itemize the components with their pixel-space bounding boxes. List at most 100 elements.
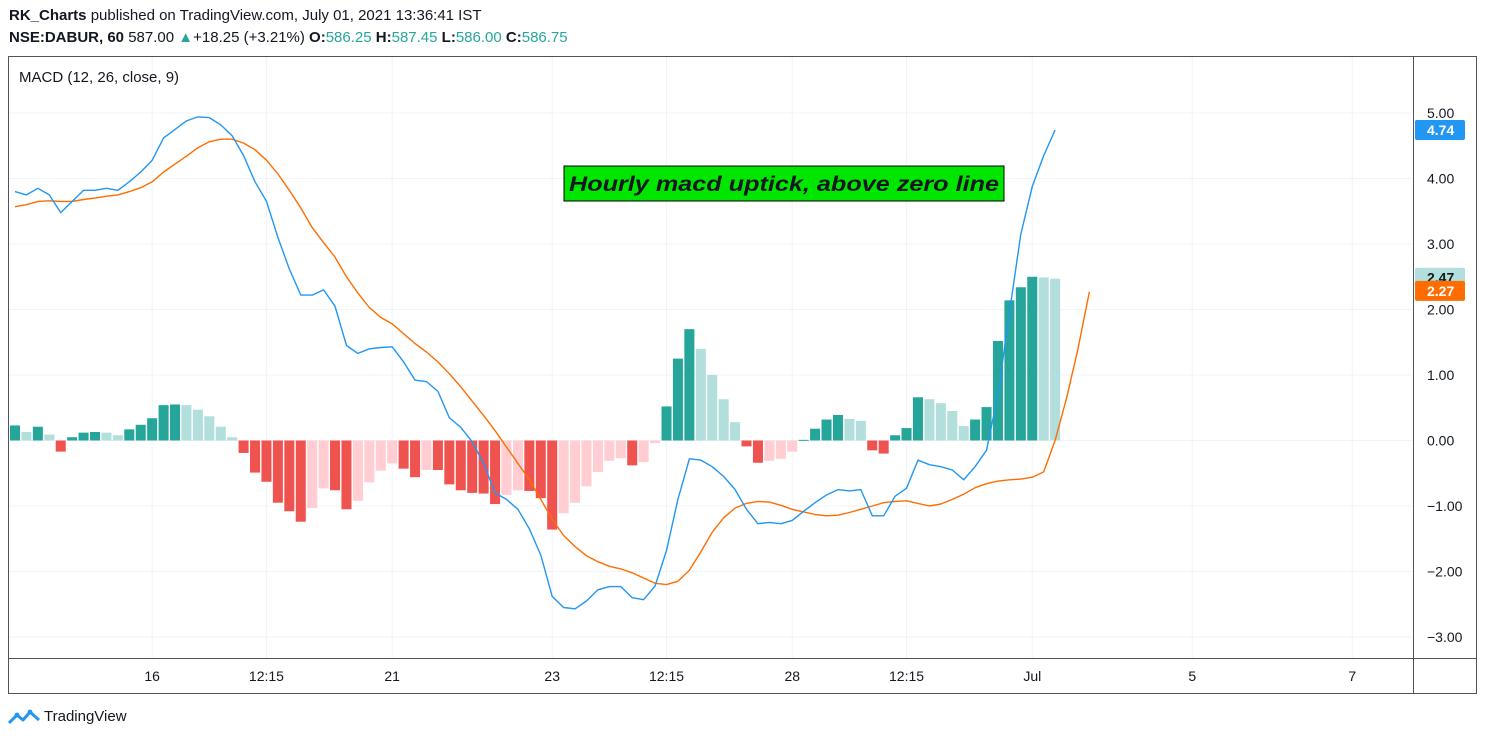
time-axis[interactable]: 16 12:15 21 23 12:15 28 12:15 Jul 5 7 [144,668,1356,684]
publisher-name[interactable]: RK_Charts [9,7,87,24]
histogram-bar [318,440,329,489]
annotation-box[interactable]: Hourly macd uptick, above zero line [563,165,1005,202]
histogram-bar [204,416,215,441]
last-price: 587.00 [128,29,175,46]
histogram-bar [9,425,21,441]
histogram-bar [512,440,523,491]
histogram-bar [764,440,775,461]
x-tick-label: 16 [144,668,160,684]
x-tick-label: 21 [384,668,400,684]
histogram-bar [284,440,295,512]
close-value: 586.75 [521,29,568,46]
histogram-bar [730,422,741,441]
macd-line [14,116,1056,610]
histogram-bar [341,440,352,510]
histogram-bar [924,399,935,441]
histogram-bar [547,440,558,530]
price-label-text: 2.27 [1427,283,1454,299]
symbol-info: NSE:DABUR, 60 587.00 ▲+18.25 (+3.21%) O:… [9,29,568,46]
histogram-bar [752,440,763,463]
histogram-bar [524,440,535,491]
histogram-bar [181,405,192,441]
grid [9,57,1413,658]
histogram-bar [787,440,798,452]
histogram-bar [615,440,626,459]
y-tick-label: 5.00 [1427,105,1454,121]
histogram-bar [1038,277,1049,441]
footer-brand[interactable]: TradingView [44,707,127,725]
indicator-title[interactable]: MACD (12, 26, close, 9) [19,69,179,86]
histogram-bar [375,440,386,471]
histogram-bar [250,440,261,473]
histogram-bar [21,431,32,441]
histogram-bar [1050,278,1061,441]
annotation-background [563,165,1005,202]
histogram-bar [444,440,455,485]
histogram-bar [364,440,375,483]
price-axis[interactable]: 5.00 4.00 3.00 2.00 1.00 0.00 −1.00 −2.00 −3.00 [1427,105,1463,645]
price-label-bg [1415,120,1465,141]
histogram-bar [330,440,341,491]
histogram-bar [398,440,409,469]
price-label-bg [1415,280,1465,301]
histogram-bar [901,428,912,441]
histogram-bar [672,358,683,441]
histogram-bar [432,440,443,470]
histogram-bar [1015,287,1026,441]
histogram-bar [947,411,958,441]
histogram-bar [78,432,89,441]
histogram-bar [192,409,203,441]
histogram-bar [478,440,489,494]
histogram-bar [238,440,249,453]
high-value: 587.45 [391,29,438,46]
histogram-bar [867,440,878,451]
histogram-bar [170,404,181,441]
histogram-bar [592,440,603,472]
price-label-text: 4.74 [1427,122,1454,138]
signal-line [14,138,1091,586]
chart-frame [8,56,1477,694]
histogram-bar [661,406,672,441]
histogram-bar [455,440,466,491]
open-label: O: [309,29,326,46]
histogram-bar [1027,276,1038,441]
price-labels: 4.742.472.27 [1415,120,1465,301]
histogram-bar [775,440,786,459]
histogram-bar [627,440,638,466]
histogram-bar [970,419,981,441]
histogram-bar [821,419,832,441]
histogram-bar [570,440,581,503]
histogram-bar [1004,300,1015,441]
histogram-bar [890,435,901,441]
histogram-bar [741,440,752,447]
histogram-bar [158,405,169,441]
y-tick-label: −3.00 [1427,629,1463,645]
histogram-bar [912,397,923,441]
histogram-bar [421,440,432,470]
y-tick-label: 1.00 [1427,367,1454,383]
published-text: published on TradingView.com, July 01, 2… [90,7,482,24]
histogram-bar [604,440,615,461]
histogram-bar [135,424,146,441]
histogram-bar [832,414,843,441]
histogram-bar [410,440,421,478]
histogram-bar [272,440,283,503]
histogram-bar [89,431,101,441]
price-change: +18.25 (+3.21%) [193,29,305,46]
symbol-name: NSE:DABUR, 60 [9,29,125,46]
histogram-bar [810,428,821,441]
x-tick-label: 12:15 [649,668,684,684]
histogram-bar [535,440,546,499]
high-label: H: [375,29,392,46]
histogram-bar [638,440,649,463]
y-tick-label: 2.00 [1427,302,1454,318]
publish-info: RK_Charts published on TradingView.com, … [9,7,482,24]
y-tick-label: −1.00 [1427,498,1463,514]
x-tick-label: Jul [1023,668,1041,684]
histogram-bar [261,440,272,482]
x-tick-label: 5 [1188,668,1196,684]
histogram-bar [718,399,729,441]
histogram-bar [707,375,718,441]
x-tick-label: 12:15 [249,668,284,684]
